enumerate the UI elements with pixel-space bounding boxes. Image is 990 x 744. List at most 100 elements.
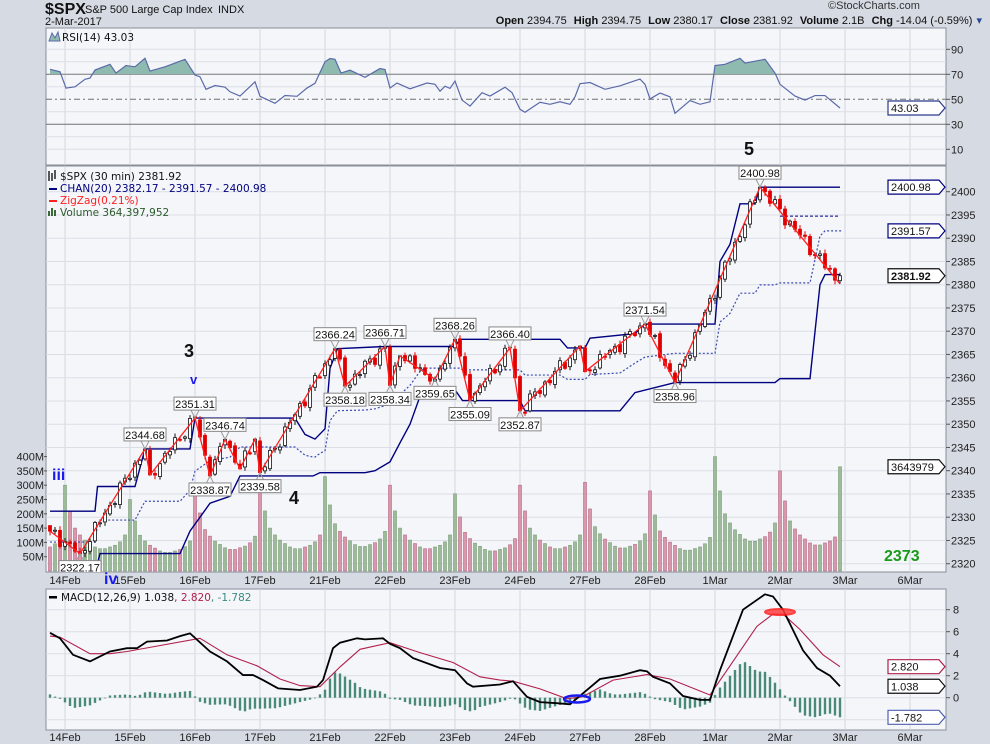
macd-histogram-bar <box>568 697 572 704</box>
pivot-label: 2359.65 <box>415 388 455 400</box>
macd-histogram-bar <box>628 693 632 698</box>
candle <box>443 359 447 372</box>
macd-histogram-bar <box>278 697 282 708</box>
volume-bar <box>753 540 757 572</box>
macd-histogram-bar <box>98 697 102 701</box>
candle <box>818 250 822 260</box>
macd-series <box>48 593 842 718</box>
date-label: 2Mar <box>767 732 792 744</box>
macd-histogram-bar <box>208 697 212 705</box>
candle <box>653 333 657 340</box>
macd-signal-line <box>49 613 841 700</box>
date-label: 28Feb <box>634 732 665 744</box>
candle <box>183 435 187 442</box>
candle-body <box>318 376 322 379</box>
volume-bar <box>168 552 172 572</box>
candle-body <box>623 335 627 354</box>
volume-bar <box>433 546 437 572</box>
pivot-label: 2346.74 <box>205 420 245 432</box>
candle-body <box>588 369 592 372</box>
candle <box>283 422 287 448</box>
target-price-label: 2373 <box>884 548 920 565</box>
macd-histogram-bar <box>608 693 612 698</box>
macd-histogram-bar <box>323 689 327 698</box>
macd-legend-macd: MACD(12,26,9) 1.038 <box>61 592 174 604</box>
macd-histogram-bar <box>418 697 422 706</box>
candle-body <box>118 482 122 505</box>
macd-histogram-bar <box>813 697 817 718</box>
macd-histogram-bar <box>313 697 317 699</box>
wave-3-label: 3 <box>184 341 194 361</box>
volume-bar <box>398 527 402 572</box>
candle-body <box>568 357 572 368</box>
candle <box>268 447 272 471</box>
candle <box>338 347 342 362</box>
macd-histogram-bar <box>163 693 167 698</box>
volume-legend-text: Volume 364,397,952 <box>60 207 169 219</box>
rsi-value-tag: 43.03 <box>887 100 946 116</box>
pivot-pointer <box>140 440 150 451</box>
candle-body <box>328 359 332 366</box>
candle-body <box>348 384 352 388</box>
volume-bar <box>683 549 687 572</box>
pivot-pointer <box>75 552 85 562</box>
candle-body <box>653 335 657 337</box>
macd-histogram-bar <box>798 697 802 713</box>
candle-body <box>248 452 252 455</box>
candle <box>678 362 682 385</box>
volume-bar <box>368 544 372 572</box>
volume-bar <box>783 500 787 572</box>
macd-histogram-bar <box>738 664 742 698</box>
pivot-label: 2366.71 <box>365 327 405 339</box>
macd-histogram-bar <box>238 697 242 711</box>
macd-histogram-bar <box>433 697 437 707</box>
price-tick-label: 2335 <box>951 489 975 501</box>
macd-histogram-bar <box>248 697 252 710</box>
axes: 14Feb 14Feb 15Feb 15Feb 16Feb 16Feb 17Feb 17Feb… <box>16 44 975 744</box>
candle <box>623 332 627 358</box>
rsi-overbought-fill <box>50 58 776 75</box>
candle-body <box>48 525 52 532</box>
candle-body <box>773 199 777 205</box>
macd-histogram-bar <box>218 697 222 705</box>
candle-body <box>763 187 767 193</box>
macd-histogram-bar <box>453 697 457 705</box>
volume-bar <box>788 520 792 572</box>
pivot-label: 2358.18 <box>325 395 365 407</box>
volume-bar <box>418 546 422 572</box>
price-legend: $SPX (30 min) 2381.92 CHAN(20) 2382.17 -… <box>48 170 266 219</box>
candle-body <box>73 542 77 552</box>
channel-middle-tag-text: 2391.57 <box>891 226 931 238</box>
volume-bar <box>768 531 772 572</box>
candle-body <box>353 373 357 385</box>
volume-bar <box>143 540 147 572</box>
macd-histogram-bar <box>808 697 812 717</box>
macd-histogram-bar <box>178 691 182 698</box>
price-tick-label: 2360 <box>951 373 975 385</box>
macd-histogram-bar <box>213 697 217 705</box>
pivot-label: 2366.24 <box>315 330 355 342</box>
macd-histogram-bar <box>603 691 607 698</box>
macd-histogram-bar <box>498 697 502 703</box>
volume-bar <box>588 508 592 572</box>
volume-bar <box>773 522 777 572</box>
volume-bar <box>388 484 392 572</box>
candle <box>713 294 717 304</box>
macd-histogram-bar <box>233 697 237 709</box>
candle <box>658 330 662 362</box>
volume-bar <box>648 490 652 572</box>
candle <box>73 540 77 554</box>
pivot-pointer <box>330 340 340 350</box>
macd-histogram-bar <box>133 695 137 698</box>
volume-bar <box>818 544 822 572</box>
pivot-label-box <box>623 302 667 317</box>
candle <box>413 352 417 373</box>
price-tick-label: 2325 <box>951 535 975 547</box>
volume-bar <box>618 547 622 572</box>
candle <box>743 223 747 242</box>
candle-body <box>68 541 72 544</box>
volume-bar <box>208 535 212 572</box>
candle-body <box>778 198 782 210</box>
volume-bar <box>798 534 802 572</box>
chevron-down-icon[interactable]: ▾ <box>976 15 982 27</box>
